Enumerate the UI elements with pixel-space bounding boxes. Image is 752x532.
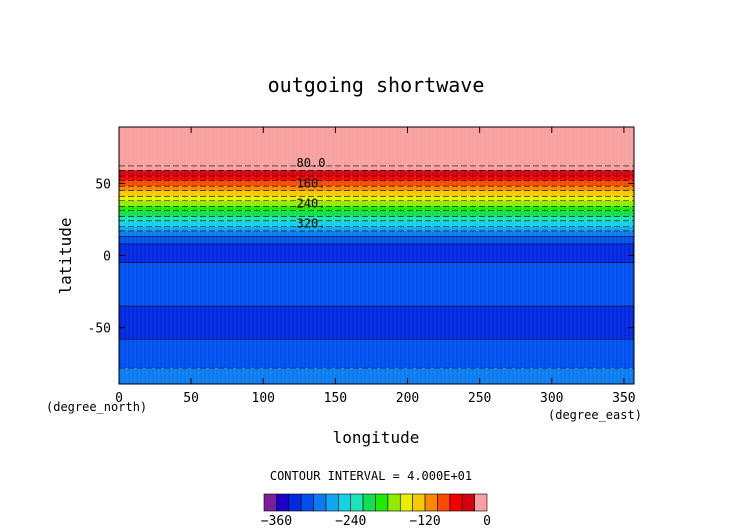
colorbar-swatch xyxy=(338,493,352,512)
axes: 0 50 100 150 200 250 300 350 -50 0 50 xyxy=(88,127,636,406)
colorbar-tick-label: −360 xyxy=(261,514,292,529)
contour-label-0: 80.0 xyxy=(297,156,326,170)
x-tick-label: 200 xyxy=(396,391,419,406)
contour-band-20 xyxy=(119,368,634,384)
contour-band-13 xyxy=(119,226,634,231)
colorbar-swatch xyxy=(362,493,376,512)
colorbar-swatch xyxy=(449,493,463,512)
x-tick-label: 0 xyxy=(115,391,123,406)
contour-band-0 xyxy=(119,127,634,166)
contour-band-6 xyxy=(119,190,634,197)
x-tick-label: 350 xyxy=(612,391,635,406)
contour-band-5 xyxy=(119,186,634,191)
x-axis-unit: (degree_east) xyxy=(548,408,642,422)
colorbar-swatch xyxy=(424,493,438,512)
y-tick-label: 0 xyxy=(103,250,111,265)
contour-band-19 xyxy=(119,339,634,369)
colorbar-swatch xyxy=(350,493,364,512)
contour-band-4 xyxy=(119,180,634,187)
contour-band-10 xyxy=(119,210,634,217)
contour-band-1 xyxy=(119,165,634,171)
y-axis-label: latitude xyxy=(56,217,75,294)
contour-band-11 xyxy=(119,216,634,221)
x-tick-label: 100 xyxy=(252,391,275,406)
contour-band-9 xyxy=(119,206,634,211)
colorbar-swatch xyxy=(313,493,327,512)
colorbar-swatch xyxy=(461,493,475,512)
contour-interval-text: CONTOUR INTERVAL = 4.000E+01 xyxy=(270,469,472,483)
colorbar-swatch xyxy=(263,493,277,512)
colorbar-swatch xyxy=(375,493,389,512)
contour-label-2: 240. xyxy=(297,197,326,211)
contour-band-3 xyxy=(119,176,634,181)
colorbar-tick-label: −240 xyxy=(335,514,366,529)
plot-area xyxy=(118,126,635,385)
contour-band-17 xyxy=(119,262,634,307)
colorbar-swatch xyxy=(412,493,426,512)
contour-label-layer: 80.0 160. 240. 320. xyxy=(297,156,326,231)
colorbar-swatch xyxy=(437,493,451,512)
colorbar-tick-label: −120 xyxy=(409,514,440,529)
colorbar-swatch xyxy=(387,493,401,512)
colorbar-swatch xyxy=(399,493,413,512)
x-tick-label: 150 xyxy=(324,391,347,406)
colorbar-tick-label: 0 xyxy=(483,514,491,529)
contour-band-7 xyxy=(119,196,634,201)
colorbar: −360 −240 −120 0 xyxy=(261,493,491,529)
contour-label-1: 160. xyxy=(297,176,326,190)
chart-title: outgoing shortwave xyxy=(268,73,485,97)
x-tick-label: 250 xyxy=(468,391,491,406)
x-axis-label: longitude xyxy=(333,428,420,447)
y-tick-label: 50 xyxy=(95,177,111,192)
contour-band-18 xyxy=(119,306,634,340)
contour-band-14 xyxy=(119,230,634,237)
contour-band-15 xyxy=(119,236,634,244)
x-tick-label: 300 xyxy=(540,391,563,406)
colorbar-swatch xyxy=(300,493,314,512)
colorbar-swatch xyxy=(474,493,488,512)
contour-label-3: 320. xyxy=(297,217,326,231)
x-tick-label: 50 xyxy=(183,391,199,406)
contour-band-16 xyxy=(119,243,634,263)
y-axis-unit: (degree_north) xyxy=(46,400,147,414)
colorbar-swatch xyxy=(288,493,302,512)
contour-band-2 xyxy=(119,170,634,177)
contour-band-12 xyxy=(119,220,634,227)
colorbar-swatch xyxy=(325,493,339,512)
contour-band-8 xyxy=(119,200,634,207)
y-tick-label: -50 xyxy=(88,322,111,337)
colorbar-swatch xyxy=(276,493,290,512)
